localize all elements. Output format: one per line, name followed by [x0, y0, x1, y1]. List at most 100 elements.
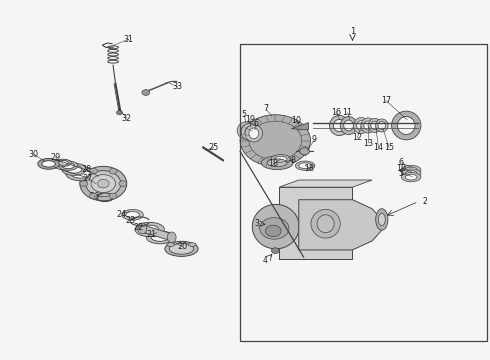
Circle shape [91, 175, 116, 193]
Circle shape [240, 115, 311, 166]
Text: 11: 11 [343, 108, 353, 117]
Text: 6: 6 [253, 119, 258, 128]
Ellipse shape [151, 233, 169, 241]
Circle shape [90, 168, 98, 174]
Text: 15: 15 [384, 143, 394, 152]
Text: 23: 23 [125, 216, 135, 225]
Text: 28: 28 [81, 165, 91, 174]
Ellipse shape [401, 165, 421, 175]
Text: 10: 10 [291, 116, 301, 125]
Text: 14: 14 [373, 143, 383, 152]
Ellipse shape [261, 156, 293, 170]
Ellipse shape [135, 222, 164, 237]
Circle shape [117, 111, 122, 115]
Ellipse shape [405, 171, 417, 176]
Circle shape [98, 179, 109, 188]
Text: 9: 9 [312, 135, 317, 144]
Text: 25: 25 [209, 143, 219, 152]
Text: 16: 16 [331, 108, 341, 117]
Ellipse shape [375, 119, 388, 132]
Ellipse shape [138, 223, 147, 234]
Polygon shape [299, 200, 382, 250]
Ellipse shape [376, 209, 388, 230]
Ellipse shape [169, 243, 194, 254]
Circle shape [109, 168, 117, 174]
Circle shape [119, 181, 127, 186]
Text: 26: 26 [90, 192, 99, 201]
Ellipse shape [165, 241, 198, 256]
Ellipse shape [371, 121, 379, 130]
Text: 29: 29 [50, 153, 61, 162]
Ellipse shape [340, 117, 357, 134]
Ellipse shape [392, 111, 421, 140]
Ellipse shape [241, 123, 259, 140]
Circle shape [271, 248, 279, 253]
Text: 19: 19 [245, 114, 255, 123]
Circle shape [80, 166, 127, 201]
Ellipse shape [271, 154, 291, 164]
Ellipse shape [188, 243, 196, 246]
Ellipse shape [42, 161, 55, 167]
Circle shape [249, 121, 302, 160]
Circle shape [90, 193, 98, 199]
Text: 31: 31 [123, 35, 134, 44]
Ellipse shape [295, 161, 315, 170]
Ellipse shape [66, 166, 95, 181]
Text: 21: 21 [146, 230, 156, 239]
Polygon shape [292, 123, 309, 130]
Ellipse shape [401, 169, 421, 178]
Text: 20: 20 [177, 242, 188, 251]
Ellipse shape [353, 117, 369, 134]
Ellipse shape [62, 163, 74, 169]
Ellipse shape [368, 118, 382, 132]
Ellipse shape [245, 125, 263, 142]
Text: 33: 33 [172, 82, 183, 91]
Ellipse shape [122, 210, 144, 220]
Text: 5: 5 [242, 110, 246, 119]
Ellipse shape [333, 120, 345, 132]
Ellipse shape [62, 163, 86, 175]
Circle shape [300, 148, 310, 155]
Ellipse shape [237, 122, 255, 139]
Polygon shape [279, 180, 372, 187]
Ellipse shape [397, 117, 415, 134]
Ellipse shape [141, 225, 159, 234]
Text: 13: 13 [363, 139, 373, 148]
Ellipse shape [245, 127, 255, 137]
Text: 19: 19 [396, 164, 406, 173]
Polygon shape [252, 204, 299, 249]
Ellipse shape [58, 161, 78, 170]
Ellipse shape [311, 210, 340, 238]
Ellipse shape [330, 116, 349, 135]
Circle shape [266, 225, 281, 237]
Ellipse shape [66, 165, 82, 173]
Text: 30: 30 [29, 150, 39, 159]
Text: 22: 22 [133, 223, 144, 232]
Ellipse shape [401, 172, 421, 182]
Text: 2: 2 [422, 197, 427, 206]
Polygon shape [143, 225, 172, 241]
Polygon shape [279, 187, 352, 259]
Text: 24: 24 [117, 210, 127, 219]
Ellipse shape [147, 231, 173, 244]
Ellipse shape [364, 121, 372, 130]
Ellipse shape [317, 215, 334, 233]
Circle shape [109, 193, 117, 199]
Text: 5: 5 [399, 169, 404, 178]
Ellipse shape [343, 120, 353, 131]
Text: 18: 18 [269, 159, 278, 168]
Ellipse shape [361, 118, 375, 133]
Text: 7: 7 [264, 104, 269, 113]
Text: 18: 18 [304, 164, 315, 173]
Bar [240, 44, 487, 341]
Ellipse shape [38, 158, 59, 169]
Ellipse shape [126, 212, 140, 218]
Circle shape [142, 90, 150, 95]
Text: 17: 17 [381, 96, 391, 105]
Text: 3: 3 [255, 219, 260, 228]
Ellipse shape [167, 243, 174, 246]
Circle shape [80, 181, 88, 186]
Text: 27: 27 [82, 174, 93, 183]
Text: 4: 4 [263, 256, 268, 265]
Ellipse shape [378, 213, 385, 226]
